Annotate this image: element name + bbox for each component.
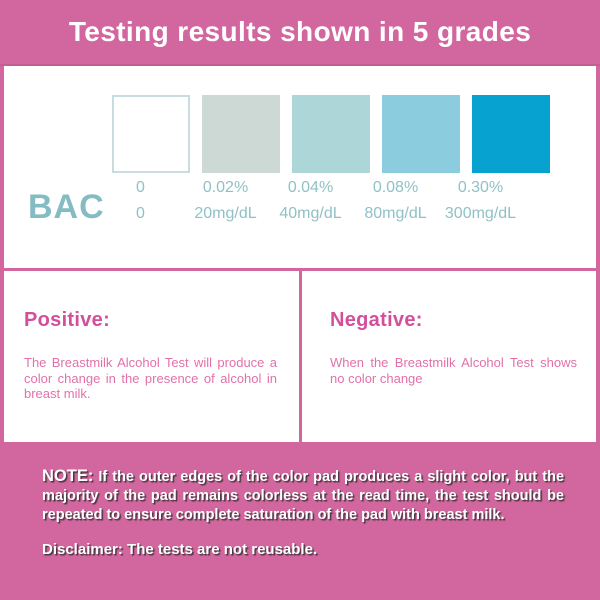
note-paragraph: NOTE: If the outer edges of the color pa…	[42, 466, 564, 525]
concentration-label: 20mg/dL	[194, 205, 257, 222]
grades-panel: BAC 0 0.02% 0.04% 0.08% 0.30% 0 20mg/dL …	[4, 66, 596, 268]
bac-percent-label: 0.02%	[202, 179, 249, 196]
concentration-label: 40mg/dL	[279, 205, 342, 222]
concentration-label: 0	[136, 205, 145, 222]
positive-heading: Positive:	[24, 309, 111, 331]
disclaimer-text: Disclaimer: The tests are not reusable.	[42, 541, 318, 558]
header-band: Testing results shown in 5 grades	[0, 0, 600, 66]
bac-percent-label: 0.30%	[457, 179, 504, 196]
page-title: Testing results shown in 5 grades	[68, 16, 532, 47]
bac-percent-label: 0.04%	[287, 179, 334, 196]
negative-description: When the Breastmilk Alcohol Test shows n…	[330, 355, 577, 386]
negative-result-box: Negative: When the Breastmilk Alcohol Te…	[302, 271, 596, 442]
bac-row-label: BAC	[28, 188, 105, 226]
color-swatch-grade-002	[202, 95, 280, 173]
color-swatch-grade-0	[112, 95, 190, 173]
note-label: NOTE:	[42, 467, 94, 485]
color-swatch-row	[112, 95, 550, 173]
bac-percent-label: 0	[136, 179, 145, 196]
negative-heading: Negative:	[330, 309, 423, 331]
color-swatch-grade-030	[472, 95, 550, 173]
color-swatch-grade-004	[292, 95, 370, 173]
color-swatch-grade-008	[382, 95, 460, 173]
note-body: If the outer edges of the color pad prod…	[42, 469, 565, 524]
positive-description: The Breastmilk Alcohol Test will produce…	[24, 355, 277, 401]
positive-result-box: Positive: The Breastmilk Alcohol Test wi…	[4, 271, 299, 442]
concentration-label: 80mg/dL	[364, 205, 427, 222]
grade-labels-grid: 0 0.02% 0.04% 0.08% 0.30% 0 20mg/dL 40mg…	[98, 179, 523, 223]
bac-percent-label: 0.08%	[372, 179, 419, 196]
concentration-label: 300mg/dL	[444, 205, 517, 222]
